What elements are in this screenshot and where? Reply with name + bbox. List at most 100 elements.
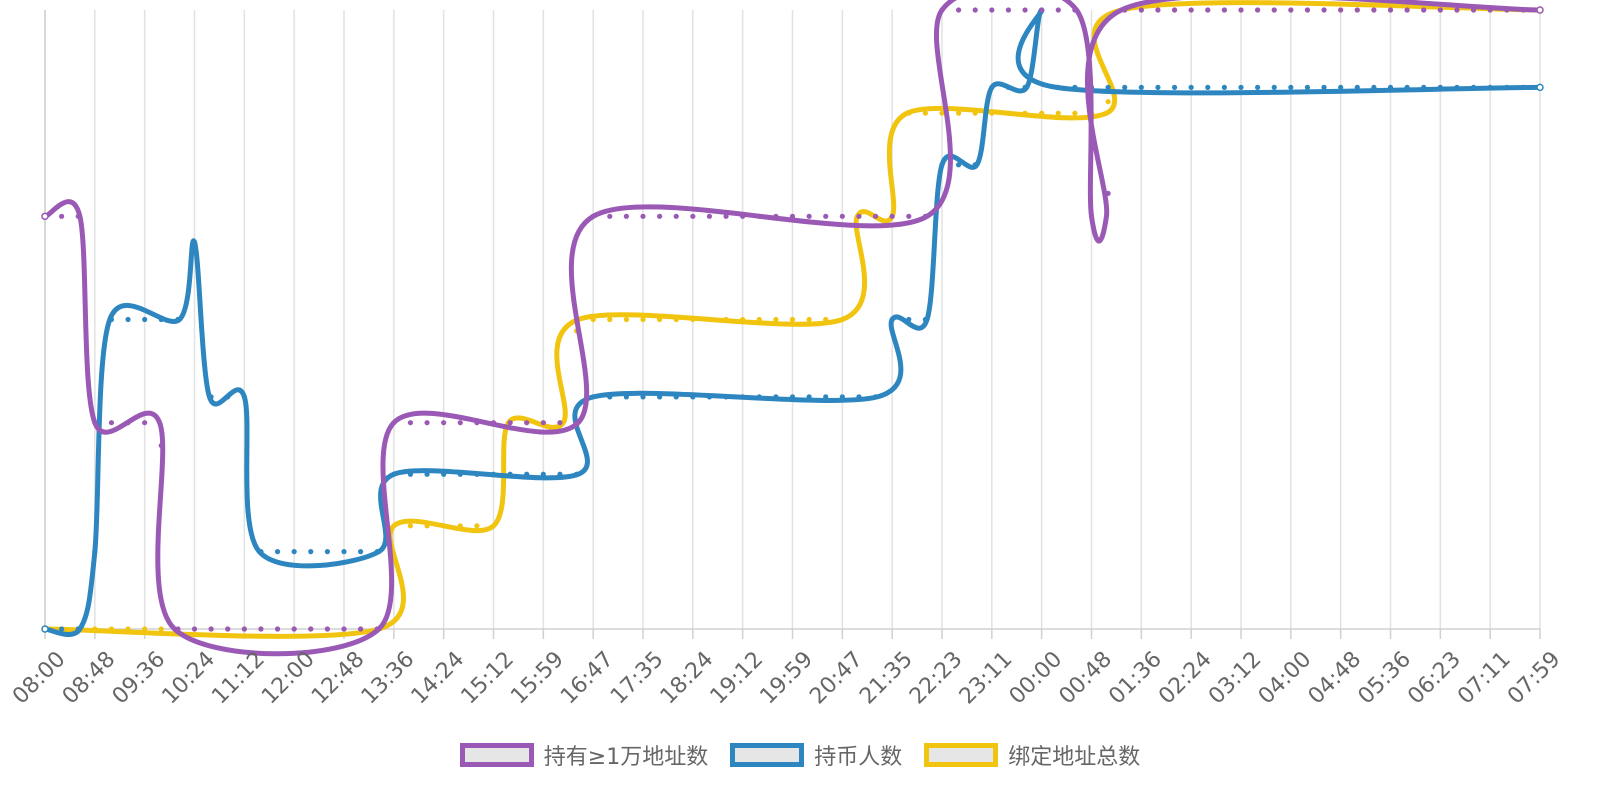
data-point bbox=[540, 420, 546, 426]
data-point bbox=[1105, 99, 1111, 105]
data-point bbox=[706, 394, 713, 400]
data-point bbox=[1055, 84, 1061, 90]
data-point bbox=[92, 420, 98, 426]
data-point bbox=[41, 212, 49, 221]
x-tick-label: 21:35 bbox=[855, 647, 918, 710]
data-point bbox=[374, 626, 380, 632]
data-point bbox=[1354, 7, 1360, 13]
data-point bbox=[557, 471, 563, 477]
data-point bbox=[623, 394, 629, 400]
x-tick-label: 07:11 bbox=[1453, 647, 1516, 710]
data-point bbox=[341, 626, 347, 632]
data-point bbox=[358, 626, 364, 632]
data-point bbox=[623, 316, 629, 323]
data-point bbox=[324, 549, 330, 555]
data-point bbox=[75, 213, 81, 219]
data-point bbox=[1504, 84, 1510, 90]
data-point bbox=[41, 625, 49, 633]
data-point bbox=[1371, 7, 1377, 13]
data-point bbox=[540, 471, 546, 477]
data-point bbox=[208, 626, 214, 632]
data-point bbox=[241, 394, 247, 400]
x-tick-label: 22:23 bbox=[905, 647, 968, 710]
data-point bbox=[1171, 84, 1178, 90]
data-point bbox=[1338, 7, 1344, 13]
data-point bbox=[1321, 7, 1327, 13]
data-point bbox=[922, 213, 928, 219]
data-point bbox=[424, 523, 430, 529]
data-point bbox=[1039, 110, 1045, 116]
x-tick-label: 08:00 bbox=[8, 647, 71, 710]
data-point bbox=[424, 420, 430, 426]
data-point bbox=[1421, 7, 1427, 13]
data-point bbox=[906, 316, 912, 323]
data-point bbox=[740, 394, 746, 400]
data-point bbox=[208, 394, 214, 400]
data-point bbox=[1271, 7, 1277, 13]
data-point bbox=[839, 394, 845, 400]
data-point bbox=[1105, 190, 1111, 197]
data-point bbox=[1188, 84, 1194, 90]
series-1 bbox=[41, 7, 1544, 637]
data-point bbox=[657, 394, 663, 400]
legend-item-bound-addresses[interactable]: 绑定地址总数 bbox=[924, 739, 1140, 771]
data-point bbox=[756, 394, 762, 400]
data-point bbox=[657, 213, 663, 219]
data-point bbox=[889, 316, 895, 323]
x-tick-label: 07:59 bbox=[1503, 647, 1566, 710]
data-point bbox=[706, 213, 713, 219]
data-point bbox=[590, 316, 596, 323]
data-point bbox=[407, 523, 414, 529]
data-point bbox=[972, 7, 978, 13]
data-point bbox=[1338, 84, 1344, 90]
data-point bbox=[1022, 84, 1028, 90]
data-point bbox=[590, 394, 596, 400]
data-point bbox=[789, 316, 796, 323]
data-point bbox=[1005, 110, 1012, 116]
data-point bbox=[1520, 84, 1526, 90]
data-point bbox=[274, 626, 281, 632]
data-point bbox=[740, 213, 746, 219]
data-point bbox=[1404, 7, 1410, 13]
x-tick-label: 05:36 bbox=[1354, 647, 1417, 710]
data-point bbox=[490, 471, 497, 477]
data-point bbox=[673, 394, 679, 400]
data-point bbox=[723, 394, 729, 400]
data-point bbox=[59, 626, 65, 632]
data-point bbox=[1354, 84, 1360, 90]
x-tick-label: 01:36 bbox=[1104, 647, 1167, 710]
legend-label-holders: 持币人数 bbox=[814, 745, 903, 770]
data-point bbox=[1238, 84, 1244, 90]
data-point bbox=[806, 316, 812, 323]
data-point bbox=[1437, 84, 1443, 90]
data-point bbox=[308, 549, 314, 555]
data-point bbox=[706, 316, 713, 323]
data-point bbox=[1504, 7, 1510, 13]
data-point bbox=[191, 626, 198, 632]
data-point bbox=[640, 394, 646, 400]
x-tick-label: 00:48 bbox=[1055, 647, 1118, 710]
data-point bbox=[1171, 7, 1178, 13]
x-tick-label: 15:59 bbox=[506, 647, 569, 710]
data-point bbox=[856, 394, 862, 400]
x-tick-label: 20:47 bbox=[805, 647, 868, 710]
data-point bbox=[1138, 7, 1144, 13]
data-point bbox=[789, 394, 796, 400]
data-point bbox=[507, 471, 513, 477]
data-point bbox=[324, 626, 330, 632]
data-point bbox=[1205, 7, 1211, 13]
data-point bbox=[391, 523, 397, 529]
data-point bbox=[59, 213, 65, 219]
data-point bbox=[906, 213, 912, 219]
data-point bbox=[989, 7, 995, 13]
line-chart: 08:0008:4809:3610:2411:1212:0012:4813:36… bbox=[8, 0, 1566, 710]
data-point bbox=[956, 7, 962, 13]
data-point bbox=[989, 84, 995, 90]
data-point bbox=[1105, 84, 1111, 90]
data-point bbox=[108, 420, 115, 426]
data-point bbox=[823, 213, 829, 219]
legend-item-holders-10k[interactable]: 持有≥1万地址数 bbox=[459, 739, 708, 771]
legend-item-holders[interactable]: 持币人数 bbox=[730, 739, 902, 771]
data-point bbox=[1039, 7, 1045, 13]
data-point bbox=[1487, 7, 1493, 13]
